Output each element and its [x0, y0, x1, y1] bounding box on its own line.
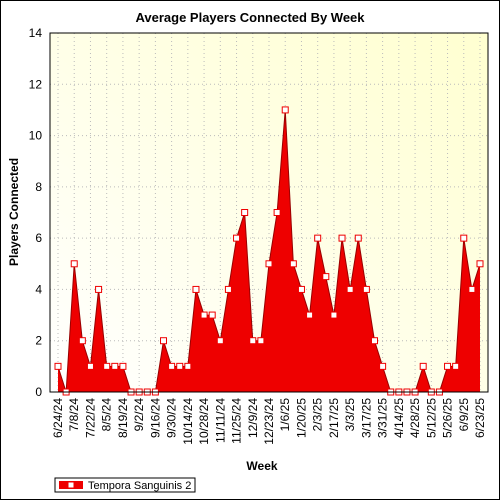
y-tick-label: 12 [29, 77, 43, 91]
point-marker [192, 285, 200, 293]
x-tick-label: 5/12/25 [424, 398, 438, 438]
x-axis-title: Week [246, 459, 277, 473]
x-tick-label: 11/11/24 [213, 398, 227, 443]
point-marker [419, 362, 427, 370]
area [58, 109, 480, 392]
x-tick-label: 4/14/25 [392, 398, 406, 438]
point-marker [273, 209, 281, 216]
x-tick-label: 8/5/24 [100, 398, 114, 432]
x-tick-label: 11/25/24 [230, 398, 244, 444]
y-axis-title: Players Connected [7, 158, 21, 266]
plot-border [49, 32, 489, 393]
y-tick-label: 8 [35, 180, 42, 194]
x-tick-label: 8/19/24 [116, 398, 130, 438]
x-tick-label: 3/3/25 [343, 398, 357, 432]
point-marker [95, 285, 103, 293]
point-marker [119, 362, 127, 370]
y-tick-label: 0 [35, 385, 42, 399]
point-marker [224, 285, 232, 293]
x-tick-label: 4/28/25 [408, 398, 422, 438]
point-marker [322, 273, 330, 281]
point-marker [103, 362, 111, 370]
point-marker [379, 362, 387, 370]
point-marker [249, 337, 257, 345]
y-tick-label: 10 [29, 129, 43, 143]
x-tick-label: 6/9/25 [457, 398, 471, 432]
point-marker [233, 234, 241, 242]
point-marker [257, 337, 265, 345]
chart-title: Average Players Connected By Week [135, 10, 365, 25]
point-marker [176, 362, 184, 370]
point-marker [468, 285, 476, 293]
point-marker [371, 337, 378, 345]
point-marker [160, 337, 167, 345]
x-tick-label: 9/16/24 [148, 398, 162, 438]
point-marker [314, 234, 322, 242]
point-marker [346, 285, 354, 293]
legend [54, 477, 196, 493]
point-marker [208, 311, 216, 319]
point-marker [265, 260, 273, 268]
point-marker [444, 362, 452, 370]
x-tick-label: 3/17/25 [359, 398, 373, 438]
point-marker [111, 362, 119, 370]
point-marker [54, 362, 62, 370]
x-tick-label: 1/6/25 [278, 398, 292, 432]
x-tick-label: 6/23/25 [473, 398, 487, 438]
point-marker [289, 260, 297, 268]
point-marker [306, 311, 314, 319]
point-marker [330, 311, 338, 319]
x-tick-label: 9/2/24 [132, 398, 146, 432]
x-tick-label: 6/24/24 [51, 398, 65, 438]
point-marker [354, 234, 362, 242]
x-tick-label: 2/3/25 [311, 398, 325, 432]
point-marker [362, 285, 370, 293]
x-tick-label: 12/23/24 [262, 398, 276, 445]
y-tick-label: 6 [35, 231, 42, 245]
point-marker [216, 337, 224, 345]
x-tick-label: 9/30/24 [165, 398, 179, 438]
point-marker [86, 362, 94, 370]
point-marker [168, 362, 176, 370]
y-tick-label: 4 [35, 282, 42, 296]
point-marker [200, 311, 208, 319]
x-tick-label: 3/31/25 [376, 398, 390, 438]
y-tick-label: 2 [35, 334, 42, 348]
x-tick-label: 1/20/25 [294, 398, 308, 438]
x-tick-label: 12/9/24 [246, 398, 260, 438]
x-tick-label: 7/8/24 [67, 398, 81, 432]
point-marker [70, 260, 78, 268]
y-tick-label: 14 [29, 26, 43, 40]
legend-marker [67, 481, 75, 489]
point-marker [338, 234, 346, 242]
x-tick-label: 10/14/24 [181, 398, 195, 445]
point-marker [281, 106, 289, 114]
point-marker [460, 234, 468, 242]
point-marker [241, 209, 249, 216]
point-marker [452, 362, 460, 370]
x-tick-label: 2/17/25 [327, 398, 341, 438]
legend-label: Tempora Sanguinis 2 [88, 480, 191, 492]
point-marker [476, 260, 484, 268]
legend-box [54, 477, 196, 493]
point-marker [297, 285, 305, 293]
x-tick-label: 5/26/25 [441, 398, 455, 438]
point-marker [184, 362, 192, 370]
point-marker [78, 337, 86, 345]
x-tick-label: 10/28/24 [197, 398, 211, 445]
x-tick-label: 7/22/24 [83, 398, 97, 438]
